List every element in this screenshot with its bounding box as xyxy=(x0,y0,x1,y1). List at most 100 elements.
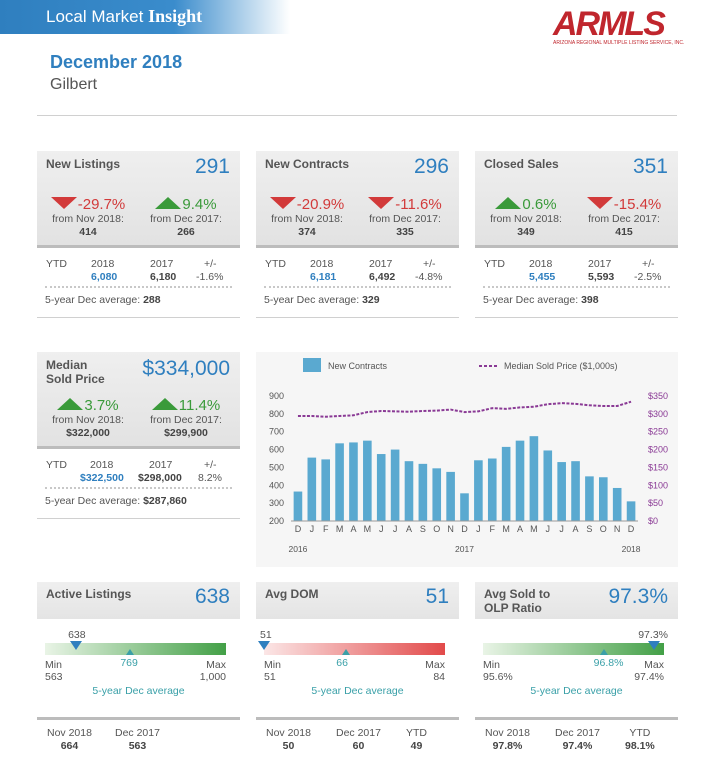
current-value-label: 51 xyxy=(260,629,272,641)
five-year-average-marker xyxy=(126,649,134,655)
x-axis-month-label: A xyxy=(350,524,356,534)
five-year-average-marker xyxy=(600,649,608,655)
ytd-year-prior: 2017 xyxy=(588,258,611,270)
avg-label: 5-year Dec average: xyxy=(45,294,143,306)
city-name: Gilbert xyxy=(50,76,97,94)
x-axis-month-label: A xyxy=(573,524,579,534)
bar-new-contracts xyxy=(377,454,386,521)
ytd-value-current: 6,080 xyxy=(91,271,117,283)
current-value-marker xyxy=(70,641,82,650)
avg-label: 5-year Dec average: xyxy=(45,495,143,507)
ytd-value-current: 5,455 xyxy=(529,271,555,283)
change-percent-value: 11.4% xyxy=(179,399,220,412)
footer-stat-value: 50 xyxy=(266,740,311,753)
change-block: 0.6%from Nov 2018:349 xyxy=(481,197,571,239)
avg-value: 398 xyxy=(581,294,599,306)
footer-stat-value: 49 xyxy=(406,740,427,753)
ytd-diff: 8.2% xyxy=(198,472,222,484)
five-year-average-marker xyxy=(342,649,350,655)
footer-stat-label: Nov 2018 xyxy=(47,727,92,740)
ytd-value-current: 6,181 xyxy=(310,271,336,283)
current-value-marker xyxy=(648,641,660,650)
avg-value: 329 xyxy=(362,294,380,306)
bar-new-contracts xyxy=(349,442,358,521)
change-label: from Nov 2018: xyxy=(481,213,571,226)
footer-stat-value: 97.4% xyxy=(555,740,600,753)
banner-strong: Insight xyxy=(148,6,202,26)
arrow-up-icon xyxy=(152,398,178,412)
avg-value: 288 xyxy=(143,294,161,306)
bar-new-contracts xyxy=(613,488,622,521)
arrow-up-icon xyxy=(57,398,83,412)
card-value: 291 xyxy=(195,155,230,179)
ytd-diff: -2.5% xyxy=(634,271,661,283)
right-axis-tick: $100 xyxy=(648,480,668,490)
ytd-plus-minus: +/- xyxy=(423,258,436,270)
max-label: Max xyxy=(425,659,445,671)
gauge-value: 97.3% xyxy=(608,585,668,609)
bar-new-contracts xyxy=(294,492,303,521)
x-axis-month-label: M xyxy=(364,524,372,534)
bar-new-contracts xyxy=(321,459,330,521)
change-block: 11.4% from Dec 2017:$299,900 xyxy=(141,398,231,440)
ytd-value-prior: 6,180 xyxy=(150,271,176,283)
footer-stat-value: 97.8% xyxy=(485,740,530,753)
x-axis-month-label: J xyxy=(559,524,564,534)
right-axis-tick: $200 xyxy=(648,445,668,455)
x-axis-month-label: A xyxy=(406,524,412,534)
min-value: 51 xyxy=(264,671,276,683)
change-percent-value: 3.7% xyxy=(84,399,118,412)
armls-logo: ARMLS ARIZONA REGIONAL MULTIPLE LISTING … xyxy=(553,8,677,48)
change-percent: 0.6% xyxy=(481,197,571,211)
max-value: 84 xyxy=(433,671,445,683)
ytd-plus-minus: +/- xyxy=(204,459,217,471)
x-axis-month-label: F xyxy=(490,524,496,534)
footer-stat-value: 98.1% xyxy=(625,740,655,753)
change-percent: -15.4% xyxy=(579,197,669,211)
ytd-label: YTD xyxy=(484,258,505,270)
header-divider xyxy=(37,115,677,116)
footer-stat-label: Nov 2018 xyxy=(485,727,530,740)
right-axis-tick: $250 xyxy=(648,427,668,437)
legend-label-price: Median Sold Price ($1,000s) xyxy=(504,361,618,371)
change-base-value: 414 xyxy=(43,226,133,239)
ytd-plus-minus: +/- xyxy=(204,258,217,270)
change-label: from Dec 2017: xyxy=(579,213,669,226)
ytd-year-prior: 2017 xyxy=(369,258,392,270)
x-axis-month-label: N xyxy=(447,524,454,534)
card-bottom-rule xyxy=(256,317,459,318)
bar-new-contracts xyxy=(446,472,455,521)
change-label: from Dec 2017: xyxy=(141,414,231,427)
x-axis-month-label: O xyxy=(600,524,607,534)
left-axis-tick: 800 xyxy=(269,409,284,419)
right-axis-tick: $50 xyxy=(648,498,663,508)
card-title: New Listings xyxy=(46,157,120,171)
x-axis-month-label: J xyxy=(379,524,384,534)
x-axis-month-label: J xyxy=(476,524,481,534)
left-axis-tick: 600 xyxy=(269,445,284,455)
x-axis-month-label: S xyxy=(420,524,426,534)
x-axis-month-label: M xyxy=(502,524,510,534)
ytd-plus-minus: +/- xyxy=(642,258,655,270)
min-label: Min xyxy=(483,659,500,671)
ytd-year-current: 2018 xyxy=(529,258,552,270)
change-label: from Dec 2017: xyxy=(141,213,231,226)
arrow-up-icon xyxy=(495,197,521,211)
change-block: -20.9%from Nov 2018:374 xyxy=(262,197,352,239)
footer-stat-label: Dec 2017 xyxy=(555,727,600,740)
change-base-value: $299,900 xyxy=(141,427,231,440)
x-axis-year-label: 2018 xyxy=(622,544,641,554)
gauge-title: Avg DOM xyxy=(265,587,319,601)
bar-new-contracts xyxy=(488,459,497,522)
